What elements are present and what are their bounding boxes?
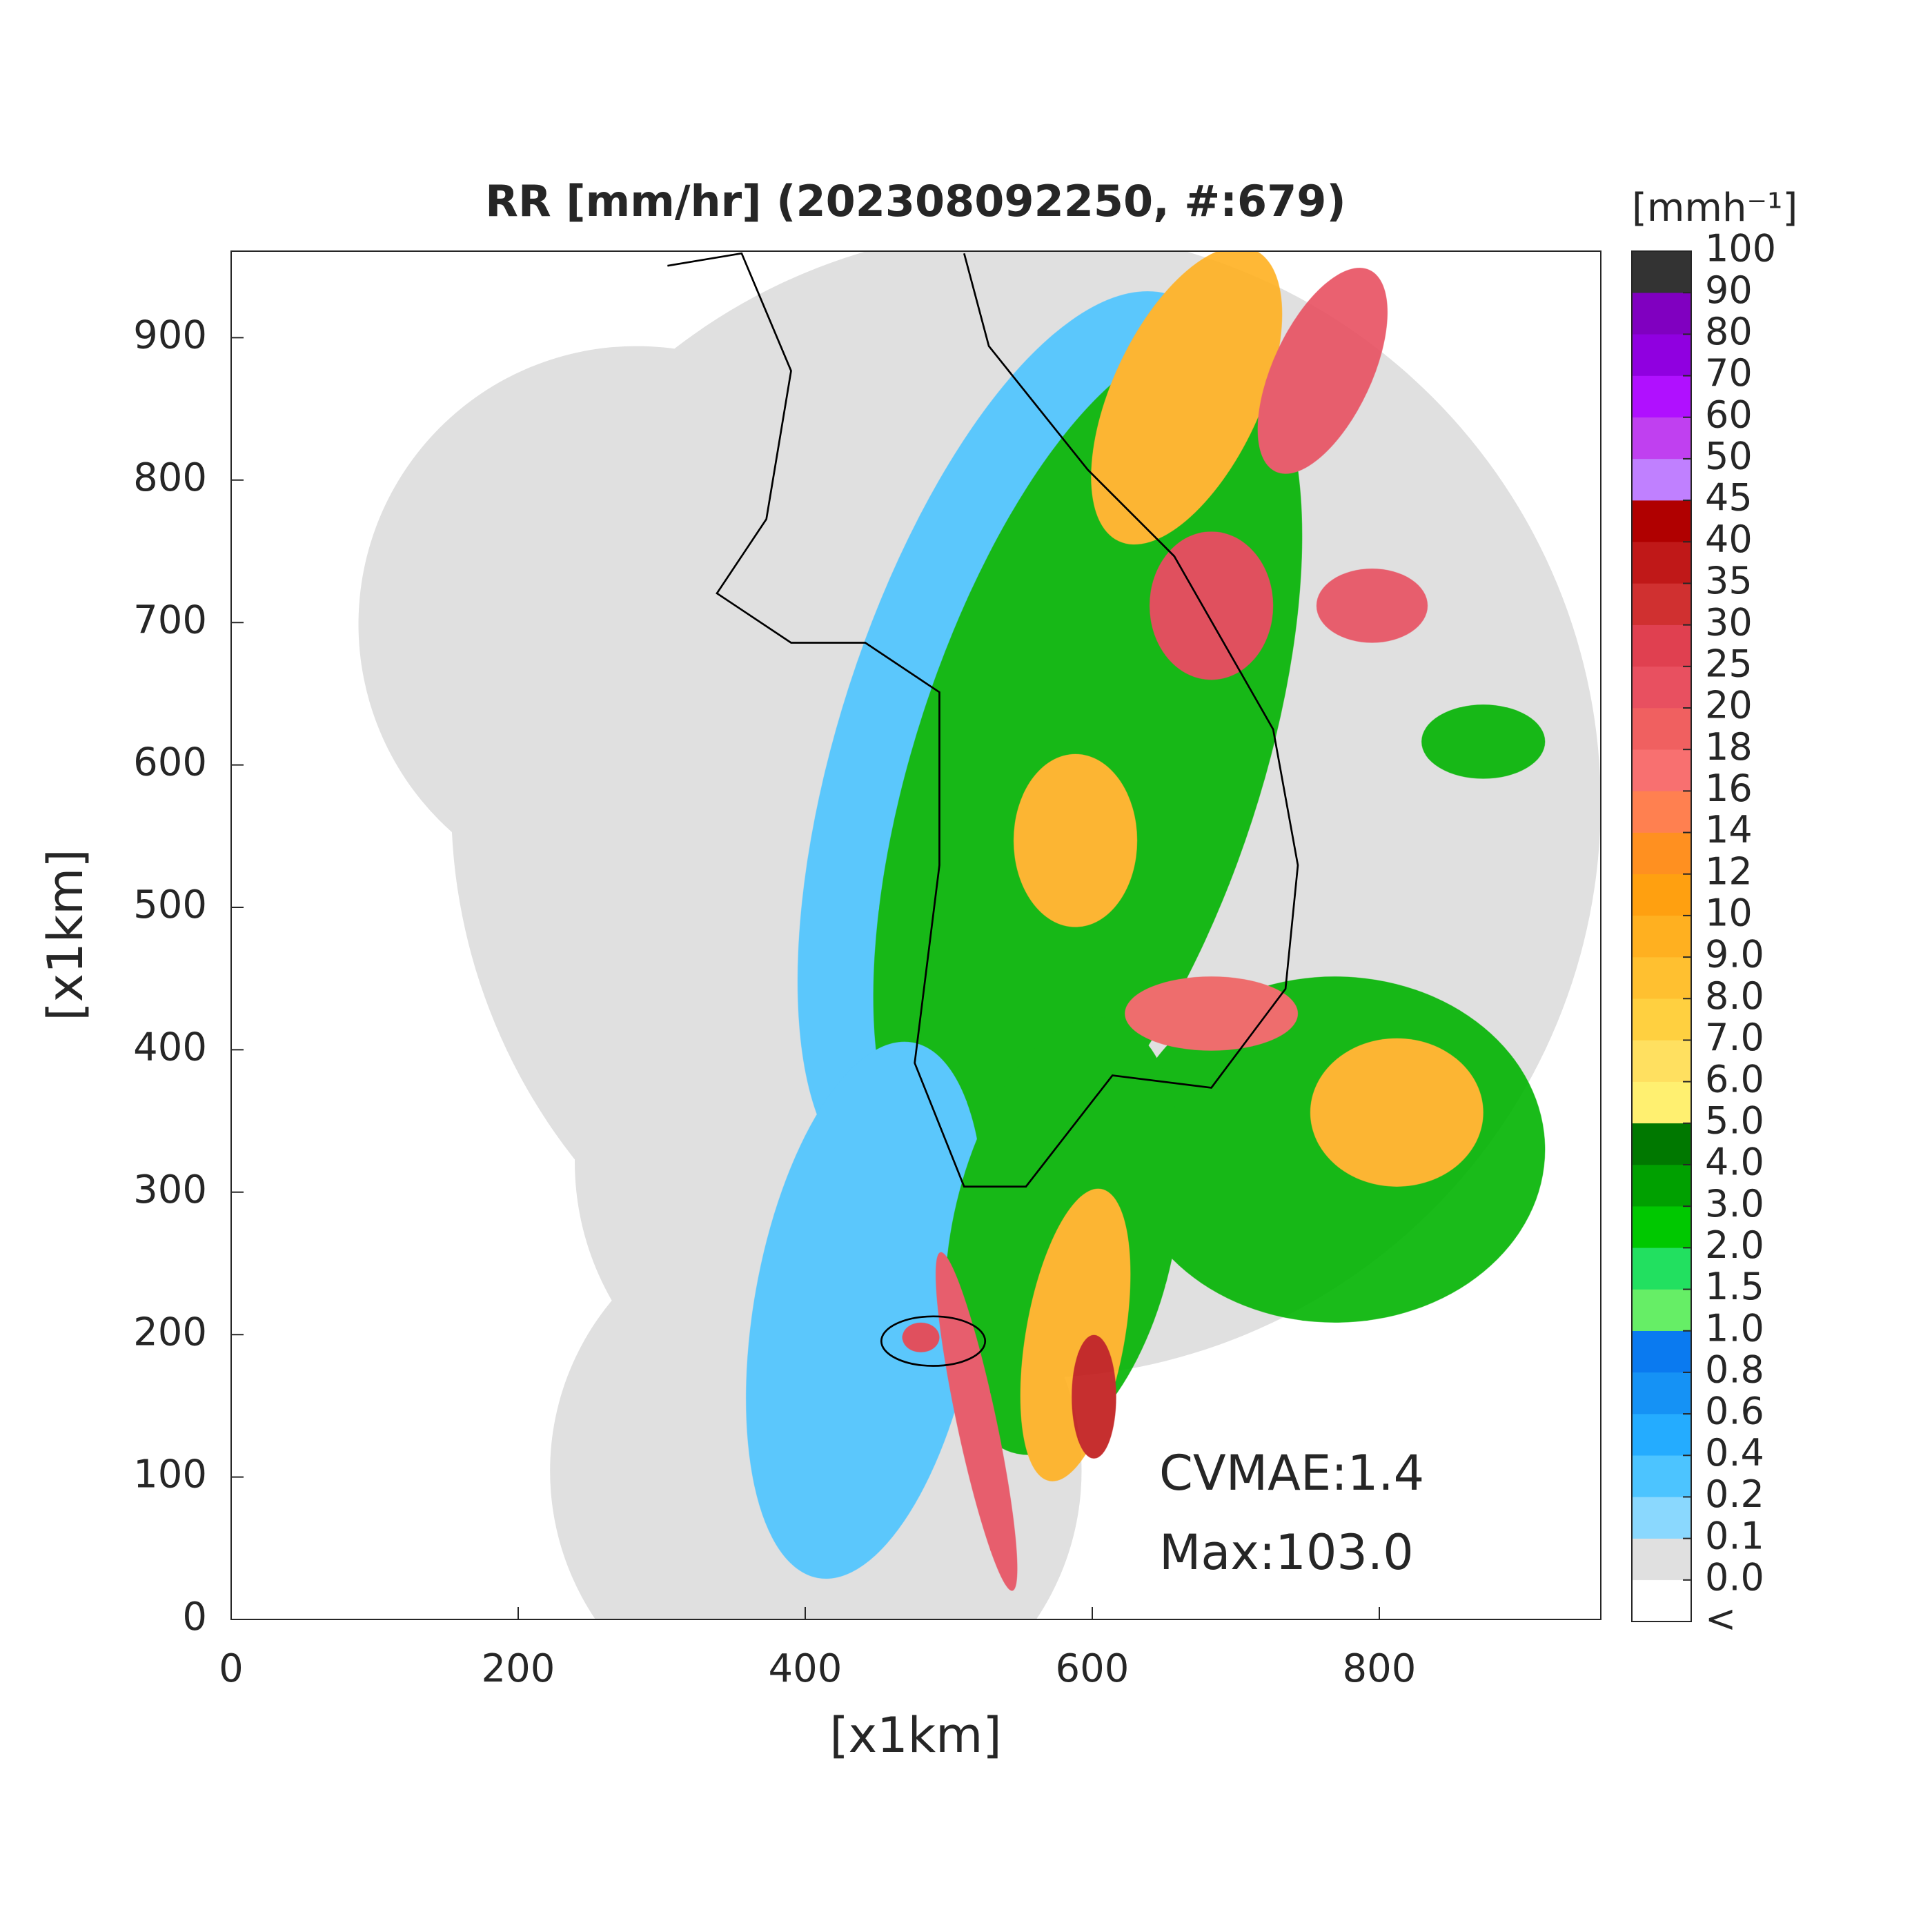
colorbar-tick-label: 16: [1705, 767, 1753, 810]
colorbar-tick-label: 3.0: [1705, 1182, 1764, 1225]
colorbar-tick-label: 7.0: [1705, 1016, 1764, 1059]
colorbar-segment: [1631, 334, 1692, 376]
x-tick-label: 600: [1056, 1646, 1130, 1691]
colorbar-label: [mmh⁻¹]: [1632, 186, 1797, 230]
colorbar-segment: [1631, 998, 1692, 1041]
colorbar-segment: [1631, 624, 1692, 667]
x-tick-label: 200: [482, 1646, 555, 1691]
colorbar-tick-label: 30: [1705, 600, 1753, 644]
colorbar-tick-label: 35: [1705, 559, 1753, 602]
y-tick-label: 100: [133, 1452, 207, 1497]
chart-title: RR [mm/hr] (202308092250, #:679): [485, 176, 1346, 226]
colorbar-tick-label: 2.0: [1705, 1223, 1764, 1267]
y-tick-label: 0: [182, 1595, 207, 1639]
y-tick-label: 300: [133, 1167, 207, 1212]
colorbar-tick-label: 25: [1705, 642, 1753, 685]
colorbar-tick-label: <: [1705, 1597, 1736, 1641]
colorbar-segment: [1631, 1289, 1692, 1331]
colorbar-segment: [1631, 956, 1692, 999]
colorbar-segment: [1631, 666, 1692, 709]
colorbar-segment: [1631, 1164, 1692, 1207]
colorbar-segment: [1631, 500, 1692, 542]
colorbar-segment: [1631, 1413, 1692, 1456]
colorbar-tick-label: 18: [1705, 725, 1753, 769]
colorbar-segment: [1631, 915, 1692, 958]
colorbar-segment: [1631, 874, 1692, 916]
colorbar-segment: [1631, 458, 1692, 501]
colorbar-tick-label: 8.0: [1705, 974, 1764, 1018]
x-tick-label: 0: [219, 1646, 244, 1691]
colorbar-segment: [1631, 1081, 1692, 1124]
colorbar-tick-label: 90: [1705, 268, 1753, 312]
colorbar-segment: [1631, 1248, 1692, 1290]
colorbar-segment: [1631, 375, 1692, 417]
colorbar-segment: [1631, 1497, 1692, 1539]
colorbar-tick-label: 40: [1705, 518, 1753, 561]
y-tick-label: 700: [133, 598, 207, 642]
colorbar-segment: [1631, 707, 1692, 750]
annotation: CVMAE:1.4: [1159, 1445, 1424, 1501]
plot-frame: [230, 250, 1601, 1620]
y-tick-label: 400: [133, 1025, 207, 1070]
annotation: Max:103.0: [1159, 1524, 1414, 1581]
colorbar-tick-label: 0.2: [1705, 1472, 1764, 1516]
colorbar-tick-label: 10: [1705, 891, 1753, 935]
colorbar-tick-label: 50: [1705, 435, 1753, 478]
y-tick-label: 500: [133, 883, 207, 927]
colorbar-tick-label: 14: [1705, 808, 1753, 851]
colorbar-tick-label: 45: [1705, 476, 1753, 520]
colorbar-tick-label: 0.0: [1705, 1555, 1764, 1599]
y-tick-label: 800: [133, 455, 207, 500]
y-tick-label: 200: [133, 1310, 207, 1354]
y-tick-label: 600: [133, 740, 207, 785]
colorbar-segment: [1631, 832, 1692, 874]
colorbar-segment: [1631, 1330, 1692, 1373]
colorbar-frame: [1631, 250, 1692, 1622]
colorbar-segment: [1631, 1579, 1692, 1622]
y-tick-label: 900: [133, 313, 207, 358]
colorbar-tick-label: 0.6: [1705, 1390, 1764, 1433]
colorbar-segment: [1631, 1205, 1692, 1248]
colorbar-tick-label: 100: [1705, 227, 1776, 270]
x-tick-label: 800: [1343, 1646, 1417, 1691]
colorbar-tick-label: 0.8: [1705, 1348, 1764, 1392]
colorbar-tick-label: 20: [1705, 684, 1753, 727]
y-axis-label: [x1km]: [37, 849, 94, 1021]
colorbar-segment: [1631, 1123, 1692, 1165]
colorbar-segment: [1631, 250, 1692, 293]
colorbar-segment: [1631, 749, 1692, 791]
colorbar-segment: [1631, 1455, 1692, 1497]
colorbar-segment: [1631, 791, 1692, 833]
colorbar-segment: [1631, 417, 1692, 460]
colorbar-tick-label: 4.0: [1705, 1141, 1764, 1184]
colorbar-tick-label: 5.0: [1705, 1098, 1764, 1142]
colorbar-tick-label: 6.0: [1705, 1057, 1764, 1101]
x-tick-label: 400: [769, 1646, 842, 1691]
radar-field: [358, 250, 1601, 1619]
colorbar-tick-label: 1.5: [1705, 1265, 1764, 1308]
colorbar-tick-label: 70: [1705, 351, 1753, 395]
colorbar-tick-label: 9.0: [1705, 933, 1764, 976]
colorbar-tick-label: 0.4: [1705, 1431, 1764, 1475]
colorbar-tick-label: 0.1: [1705, 1514, 1764, 1557]
colorbar-tick-label: 80: [1705, 310, 1753, 353]
colorbar-segment: [1631, 1040, 1692, 1082]
colorbar-segment: [1631, 542, 1692, 584]
colorbar-tick-label: 60: [1705, 393, 1753, 436]
colorbar-segment: [1631, 292, 1692, 335]
colorbar-segment: [1631, 583, 1692, 625]
x-axis-label: [x1km]: [829, 1707, 1001, 1764]
colorbar-segment: [1631, 1538, 1692, 1581]
colorbar-segment: [1631, 1372, 1692, 1414]
colorbar-tick-label: 12: [1705, 849, 1753, 893]
colorbar-tick-label: 1.0: [1705, 1306, 1764, 1350]
